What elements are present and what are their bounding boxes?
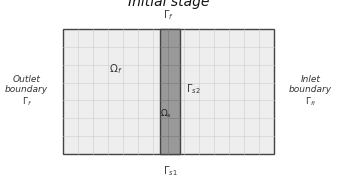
Text: $\Gamma_f$: $\Gamma_f$: [163, 9, 174, 22]
Text: Initial stage: Initial stage: [128, 0, 209, 9]
Text: Inlet
boundary
$\Gamma_{fi}$: Inlet boundary $\Gamma_{fi}$: [289, 75, 332, 108]
Bar: [63, 29, 274, 154]
Text: $\Omega_s$: $\Omega_s$: [160, 108, 172, 120]
Text: $\Omega_f$: $\Omega_f$: [109, 62, 122, 76]
Text: Outlet
boundary
$\Gamma_f$: Outlet boundary $\Gamma_f$: [5, 75, 48, 108]
Text: $\Gamma_{s1}$: $\Gamma_{s1}$: [163, 164, 177, 178]
Bar: [160, 29, 180, 154]
Text: $\Gamma_{s2}$: $\Gamma_{s2}$: [186, 82, 201, 96]
